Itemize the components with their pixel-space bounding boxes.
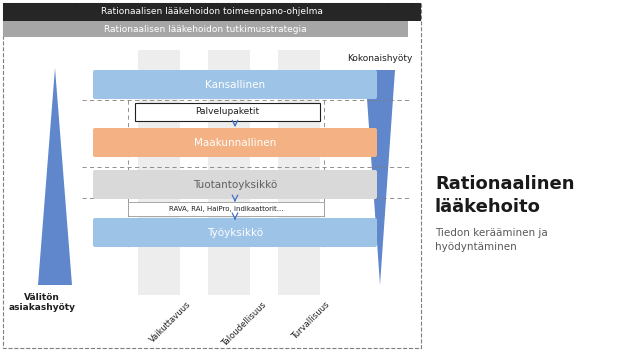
Bar [135,103,320,121]
Bar [128,202,324,216]
Bar [208,50,250,295]
Text: Kansallinen: Kansallinen [205,80,265,90]
Text: Rationaalisen lääkehoidon tutkimusstrategia: Rationaalisen lääkehoidon tutkimusstrate… [104,24,307,33]
Text: Työyksikkö: Työyksikkö [207,228,263,238]
Bar [278,50,320,295]
Text: asiakashyöty: asiakashyöty [8,303,76,312]
Polygon shape [365,70,395,285]
FancyBboxPatch shape [93,70,377,99]
Text: Rationaalinen: Rationaalinen [435,175,575,193]
Text: Taloudellisuus: Taloudellisuus [220,300,268,348]
FancyBboxPatch shape [93,128,377,157]
Text: Maakunnallinen: Maakunnallinen [194,138,276,148]
Text: Turvallisuus: Turvallisuus [290,300,332,341]
Text: Palvelupaketit: Palvelupaketit [195,108,260,117]
Text: lääkehoito: lääkehoito [435,198,541,216]
Bar [3,21,408,37]
Polygon shape [38,68,72,285]
FancyBboxPatch shape [93,170,377,199]
Text: Tiedon kerääminen ja
hyödyntäminen: Tiedon kerääminen ja hyödyntäminen [435,228,548,252]
Text: Tuotantoyksikkö: Tuotantoyksikkö [193,180,277,189]
Text: Kokonaishyöty: Kokonaishyöty [348,54,413,63]
Bar [138,50,180,295]
Text: Vaikuttavuus: Vaikuttavuus [148,300,193,345]
Text: Välitön: Välitön [24,293,60,302]
Text: RAVA, RAI, HaiPro, indikaattorit...: RAVA, RAI, HaiPro, indikaattorit... [169,206,284,212]
FancyBboxPatch shape [93,218,377,247]
Bar [3,3,421,21]
Text: Rationaalisen lääkehoidon toimeenpano-ohjelma: Rationaalisen lääkehoidon toimeenpano-oh… [101,8,323,17]
Bar [3,3,421,348]
